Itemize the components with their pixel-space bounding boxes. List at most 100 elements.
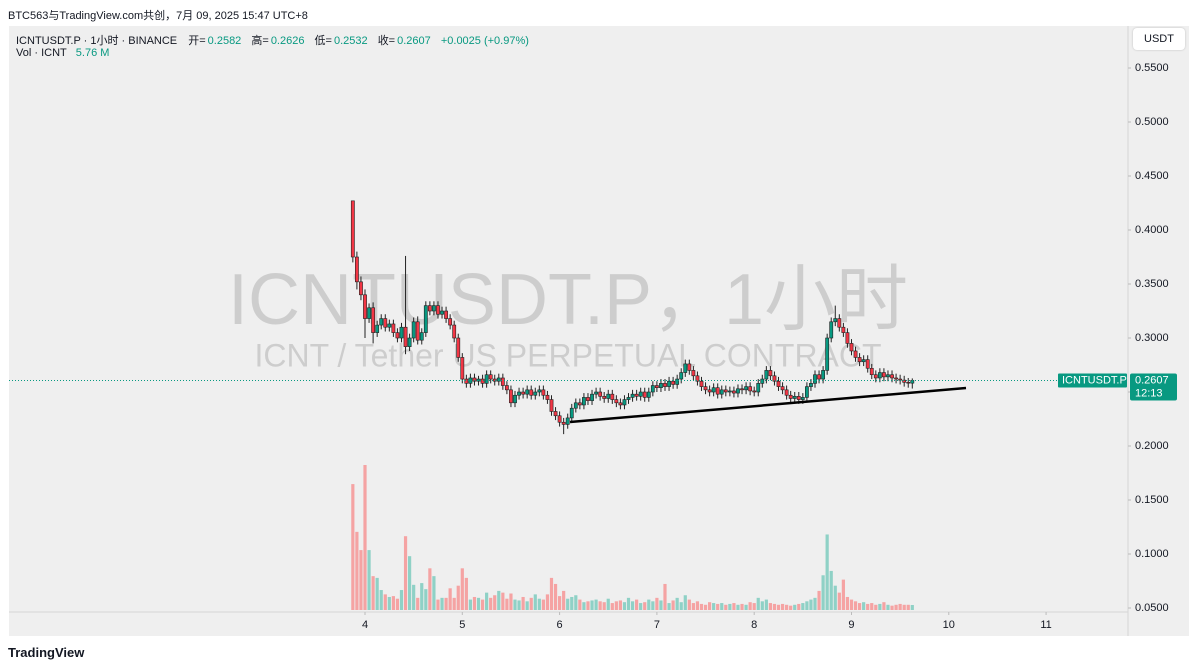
candle-body [691, 370, 696, 377]
y-tick-label: 0.0500 [1135, 602, 1169, 614]
volume-bar [497, 590, 501, 610]
candle-body [444, 310, 448, 319]
ohlc-label: 开= [188, 35, 206, 47]
volume-bar [493, 595, 497, 610]
x-tick-label: 10 [943, 619, 955, 631]
volume-bar [837, 592, 841, 610]
volume-bar [772, 603, 777, 610]
volume-bar [712, 603, 716, 610]
candle-body [407, 337, 412, 347]
candle-body [776, 380, 781, 387]
volume-bar [517, 600, 521, 610]
candle-body [598, 391, 603, 397]
volume-bar [371, 576, 375, 610]
symbol-tag: ICNTUSDT.P [1062, 374, 1127, 386]
candle-body [654, 385, 659, 388]
volume-bar [391, 596, 395, 610]
volume-bar [570, 596, 574, 610]
volume-bar [383, 594, 387, 610]
candle-body [582, 397, 586, 406]
candle-body [663, 383, 667, 387]
volume-bar [764, 599, 768, 610]
volume-bar [703, 604, 708, 610]
symbol-tag-bg [1058, 373, 1127, 388]
candle-body [630, 393, 635, 398]
candle-body [415, 321, 420, 341]
volume-bar [801, 603, 805, 610]
volume-bar [675, 597, 679, 610]
volume-bar [622, 602, 627, 610]
candle-layer [350, 200, 915, 435]
candle-body [723, 389, 728, 393]
volume-bar [407, 556, 412, 610]
volume-bar [444, 597, 448, 610]
volume-bar [485, 592, 489, 610]
volume-bar [886, 604, 890, 610]
candle-body [861, 359, 866, 363]
volume-bar [667, 603, 671, 610]
candle-body [350, 200, 355, 258]
y-tick-label: 0.3500 [1135, 278, 1169, 290]
candle-body [496, 377, 501, 382]
candle-body [391, 323, 396, 333]
candle-body [387, 323, 392, 328]
currency-button[interactable]: USDT [1133, 28, 1185, 50]
candle-body [606, 393, 611, 399]
candle-body [740, 388, 744, 391]
candle-body [448, 318, 453, 326]
x-tick-label: 8 [751, 619, 757, 631]
volume-bar [367, 550, 371, 610]
candle-body [667, 380, 671, 387]
chart-pane [9, 26, 1189, 636]
volume-bar [748, 602, 752, 610]
volume-bar [821, 575, 825, 610]
candle-body [545, 394, 550, 400]
candle-body [553, 411, 558, 417]
candle-body [817, 374, 821, 380]
volume-bar [780, 603, 785, 610]
volume-bar [853, 601, 858, 610]
volume-bar [732, 603, 736, 610]
volume-bar [679, 602, 683, 610]
volume-bar [760, 601, 764, 610]
volume-bar [476, 597, 481, 610]
ohlc-value: 0.2582 [207, 35, 242, 47]
volume-bar [813, 597, 817, 610]
candle-body [772, 375, 777, 382]
candle-body [707, 389, 712, 393]
candle-body [622, 399, 627, 406]
ohlc-label: 低= [314, 35, 332, 47]
candle-body [650, 385, 655, 393]
change: +0.0025 (+0.97%) [440, 35, 529, 47]
volume-bar [363, 465, 367, 610]
candle-body [569, 407, 574, 419]
candle-body [760, 378, 765, 384]
candle-body [423, 305, 428, 333]
candle-body [841, 326, 846, 333]
volume-bar [825, 534, 829, 610]
legend-header: ICNTUSDT.P · 1小时 · BINANCE 开= 0.2582 高= 0.… [16, 32, 531, 48]
volume-bar [594, 599, 598, 610]
candle-body [529, 389, 534, 396]
volume-bar [671, 600, 675, 610]
volume-bar [428, 568, 432, 610]
ohlc-label: 收= [377, 35, 396, 47]
volume-bar [545, 594, 550, 610]
volume-bar [355, 531, 359, 610]
countdown: 12:13 [1135, 387, 1163, 399]
y-tick-label: 0.1000 [1135, 548, 1169, 560]
volume-last: 5.76 M [75, 47, 110, 59]
volume-bar [537, 598, 541, 610]
y-tick-label: 0.3000 [1135, 332, 1169, 344]
x-tick-label: 7 [654, 619, 660, 631]
candle-body [675, 378, 680, 385]
price-tag: 0.2607 [1135, 374, 1169, 386]
candle-body [825, 337, 830, 371]
candle-body [683, 363, 688, 373]
volume-bar [663, 583, 667, 610]
watermark-subtitle: ICNT / Tether US PERPETUAL CONTRACT [254, 337, 881, 373]
candle-body [549, 399, 554, 412]
candle-body [796, 396, 801, 400]
volume-title: Vol · ICNT [16, 47, 67, 59]
y-tick-label: 0.4500 [1135, 170, 1169, 182]
